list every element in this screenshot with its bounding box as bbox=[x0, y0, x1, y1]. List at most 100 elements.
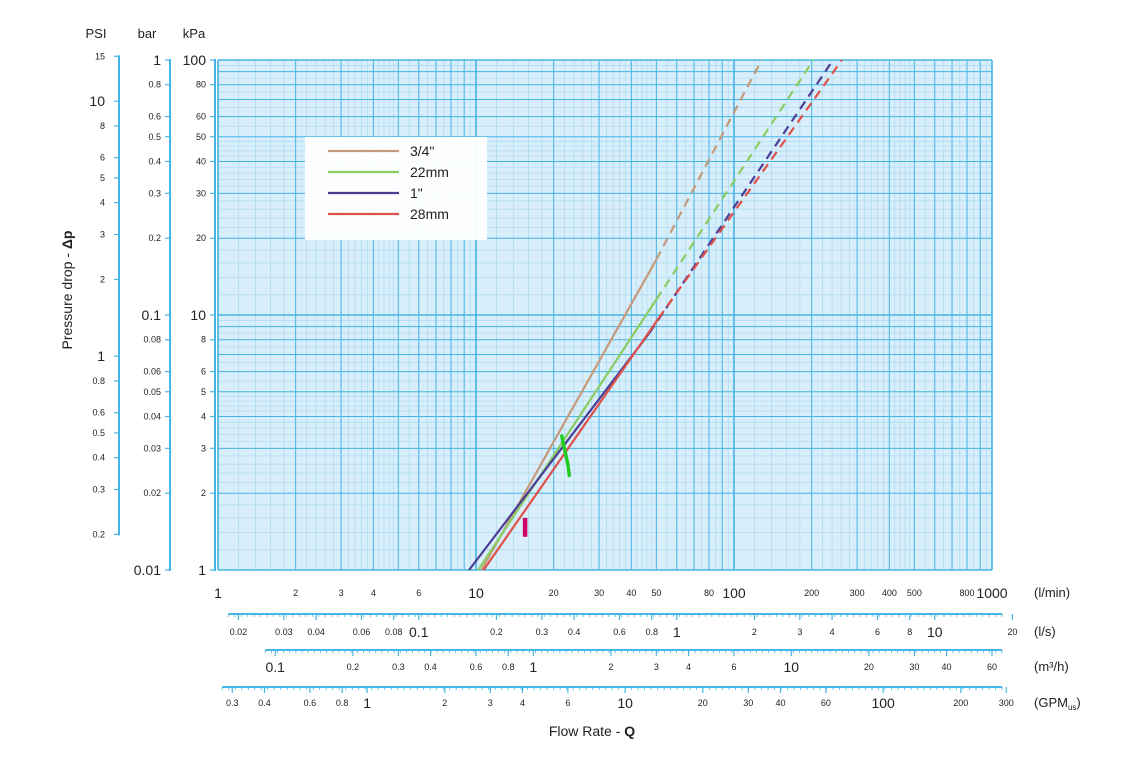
legend-items: 3/4" 22mm 1" 28mm bbox=[328, 143, 449, 222]
x-axis-tick-label: 0.6 bbox=[613, 627, 626, 637]
y-axis-tick-label: 3 bbox=[201, 443, 206, 453]
legend-label: 1" bbox=[410, 185, 423, 201]
annotation-layer bbox=[522, 434, 572, 537]
y-axis-tick-label: 0.8 bbox=[92, 376, 105, 386]
y-axis-tick-label: 8 bbox=[100, 121, 105, 131]
x-axis-tick-label: 60 bbox=[821, 698, 831, 708]
y-axis-bar: 1 0.8 0.6 0.5 0.4 0.3 0.2 0.1 0.08 0.06 0.05 0.04 0.… bbox=[134, 26, 171, 578]
y-axis-tick-label: 0.01 bbox=[134, 562, 161, 578]
y-axis-tick-label: 1 bbox=[198, 562, 206, 578]
series-layer bbox=[468, 59, 843, 571]
x-axis-tick-label: 6 bbox=[416, 588, 421, 598]
x-axis-unit-main: (GPM bbox=[1034, 695, 1068, 710]
x-axis-tick-label: 300 bbox=[850, 588, 865, 598]
y-axis-tick-label: 0.06 bbox=[143, 367, 161, 377]
x-axis-title-prefix: Flow Rate - bbox=[549, 723, 624, 739]
y-axis-kpa: 100 80 60 50 40 30 20 10 8 6 5 4 3 2 1 kPa bbox=[183, 26, 216, 578]
y-axis-tick-label: 80 bbox=[196, 80, 206, 90]
x-axis-tick-label: 6 bbox=[565, 698, 570, 708]
x-axis-tick-label: 1 bbox=[363, 695, 371, 711]
x-axis-tick-label: 0.04 bbox=[307, 627, 325, 637]
y-axis-tick-label: 6 bbox=[100, 153, 105, 163]
x-axis-tick-label: 30 bbox=[743, 698, 753, 708]
x-axis-tick-label: 400 bbox=[882, 588, 897, 598]
x-axis-tick-label: 2 bbox=[293, 588, 298, 598]
y-axis-tick-label: 60 bbox=[196, 112, 206, 122]
x-axis-2: 0.1 0.2 0.3 0.4 0.6 0.8 1 2 3 4 6 10 20 30 40 60 (m³/h) bbox=[264, 649, 1069, 675]
x-axis-tick-label: 0.8 bbox=[646, 627, 659, 637]
legend-box bbox=[305, 137, 487, 240]
x-axis-unit: (GPMus) bbox=[1034, 695, 1081, 712]
legend-label: 28mm bbox=[410, 206, 449, 222]
x-axis-tick-label: 20 bbox=[698, 698, 708, 708]
y-axis-tick-label: 1 bbox=[153, 52, 161, 68]
x-axis-tick-label: 6 bbox=[731, 662, 736, 672]
series-line-solid bbox=[480, 259, 658, 571]
y-axis-title: Pressure drop - Δp bbox=[59, 231, 75, 350]
x-axis-tick-label: 2 bbox=[608, 662, 613, 672]
x-axis-3: 0.3 0.4 0.6 0.8 1 2 3 4 6 10 20 30 40 60 100 200 300 (GPM… bbox=[221, 686, 1081, 712]
x-axis-tick-label: 0.1 bbox=[409, 624, 429, 640]
grid-major bbox=[217, 59, 993, 571]
x-axis-0: 1 2 3 4 6 10 20 30 40 50 80 100 200 300 400 500 800 1000 (… bbox=[214, 585, 1070, 601]
x-axis-tick-label: 10 bbox=[468, 585, 484, 601]
x-axis-tick-label: 0.6 bbox=[470, 662, 483, 672]
x-axis-tick-label: 200 bbox=[804, 588, 819, 598]
x-axis-tick-label: 3 bbox=[488, 698, 493, 708]
y-axis-unit: kPa bbox=[183, 26, 206, 41]
x-axis-tick-label: 0.3 bbox=[392, 662, 405, 672]
x-axis-tick-label: 2 bbox=[752, 627, 757, 637]
x-axis-tick-label: 40 bbox=[626, 588, 636, 598]
series-line-dashed bbox=[648, 59, 834, 334]
x-axis-tick-label: 10 bbox=[617, 695, 633, 711]
x-axis-tick-label: 0.4 bbox=[568, 627, 581, 637]
y-axis-tick-label: 15 bbox=[95, 51, 105, 61]
y-axis-tick-label: 5 bbox=[201, 387, 206, 397]
y-axis-tick-label: 0.08 bbox=[143, 335, 161, 345]
y-axis-tick-label: 0.2 bbox=[92, 529, 105, 539]
x-axis-tick-label: 20 bbox=[1007, 627, 1017, 637]
y-axis-title-symbol: Δp bbox=[59, 231, 75, 250]
x-axis-tick-label: 40 bbox=[942, 662, 952, 672]
y-axis-psi: 15 10 8 6 5 4 3 2 1 0.8 0.6 0.5 0.4 0.3 0.2 PSI bbox=[86, 26, 120, 539]
y-axis-tick-label: 0.4 bbox=[148, 156, 161, 166]
y-axis-tick-label: 0.02 bbox=[143, 488, 161, 498]
x-axis-tick-label: 10 bbox=[927, 624, 943, 640]
x-axis-tick-label: 0.03 bbox=[275, 627, 293, 637]
series-line-dashed bbox=[655, 59, 815, 301]
y-axis-tick-label: 0.5 bbox=[92, 428, 105, 438]
y-axis-tick-label: 0.1 bbox=[142, 307, 162, 323]
x-axis-tick-label: 3 bbox=[797, 627, 802, 637]
series-line-solid bbox=[477, 298, 658, 571]
x-axis-tick-label: 0.08 bbox=[385, 627, 403, 637]
x-axis-tick-label: 6 bbox=[875, 627, 880, 637]
x-axis-tick-label: 0.2 bbox=[347, 662, 360, 672]
legend-label: 22mm bbox=[410, 164, 449, 180]
x-axis-tick-label: 0.3 bbox=[536, 627, 549, 637]
y-axis-tick-label: 2 bbox=[201, 488, 206, 498]
x-axis-tick-label: 4 bbox=[686, 662, 691, 672]
series-2 bbox=[468, 59, 834, 571]
x-axis-tick-label: 30 bbox=[594, 588, 604, 598]
y-axis-tick-label: 0.3 bbox=[92, 485, 105, 495]
x-axis-tick-label: 30 bbox=[909, 662, 919, 672]
y-axis-tick-label: 10 bbox=[190, 307, 206, 323]
y-axis-tick-label: 0.8 bbox=[148, 80, 161, 90]
y-axis-tick-label: 3 bbox=[100, 230, 105, 240]
y-axis-tick-label: 20 bbox=[196, 233, 206, 243]
y-axis-unit: PSI bbox=[86, 26, 107, 41]
y-axis-tick-label: 0.2 bbox=[148, 233, 161, 243]
y-axis-tick-label: 5 bbox=[100, 173, 105, 183]
y-axis-tick-label: 30 bbox=[196, 188, 206, 198]
y-axis-tick-label: 10 bbox=[89, 93, 105, 109]
y-axis-tick-label: 0.5 bbox=[148, 132, 161, 142]
x-axis-tick-label: 100 bbox=[722, 585, 746, 601]
x-axis-tick-label: 100 bbox=[871, 695, 895, 711]
y-axis-title-prefix: Pressure drop - bbox=[59, 249, 75, 349]
x-axis-tick-label: 4 bbox=[520, 698, 525, 708]
x-axis-tick-label: 0.4 bbox=[424, 662, 437, 672]
x-axis-tick-label: 300 bbox=[999, 698, 1014, 708]
x-axis-tick-label: 0.4 bbox=[258, 698, 271, 708]
x-axis-tick-label: 200 bbox=[953, 698, 968, 708]
x-axes: 1 2 3 4 6 10 20 30 40 50 80 100 200 300 400 500 800 1000 (… bbox=[214, 585, 1081, 712]
